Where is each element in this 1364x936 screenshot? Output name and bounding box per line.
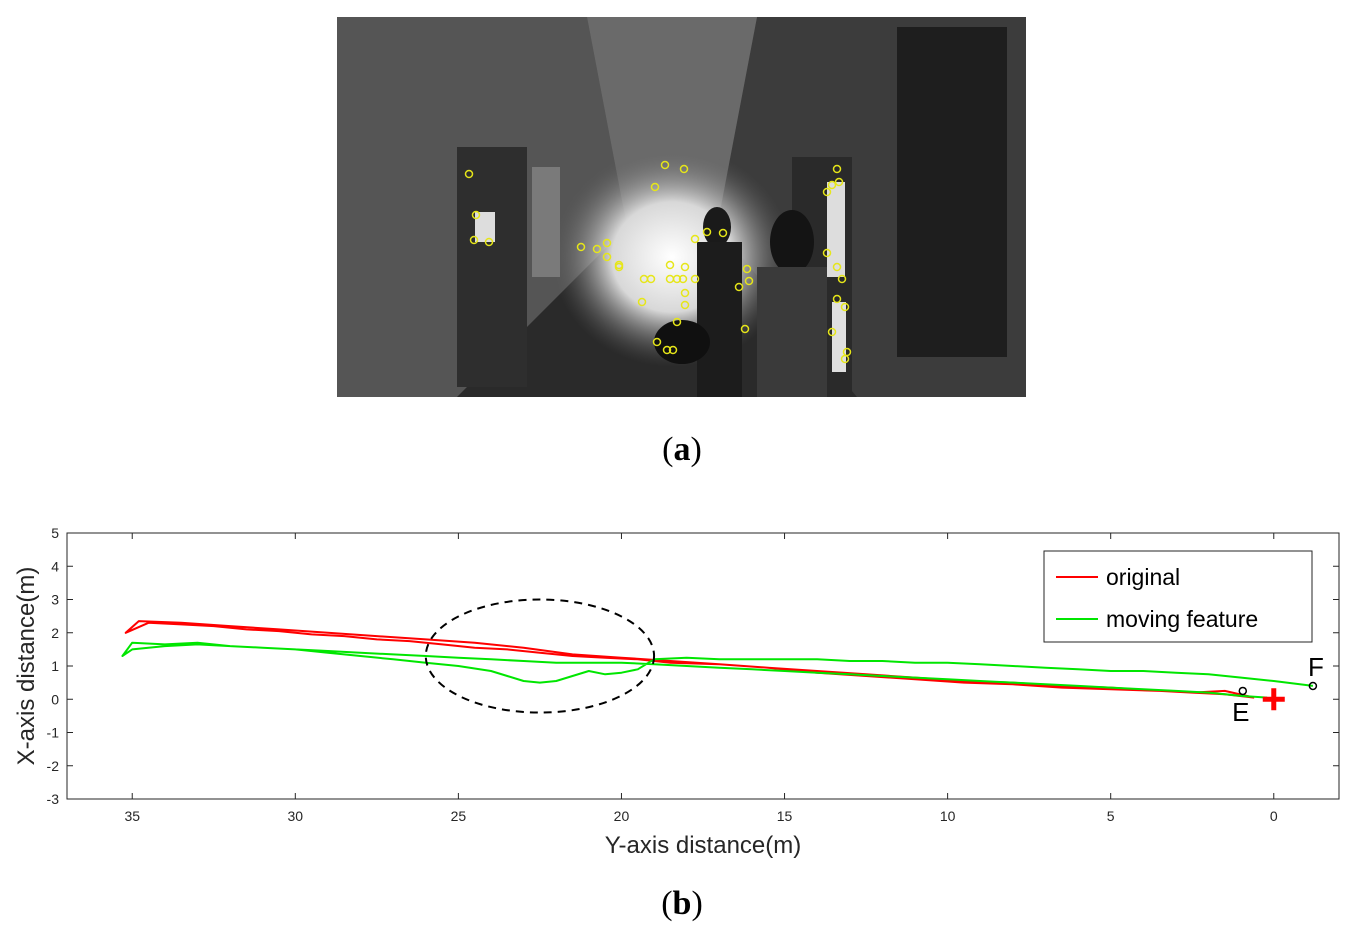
y-tick-label: 2 (51, 625, 59, 641)
marker-label-e: E (1232, 697, 1249, 727)
caption-a: (a) (662, 431, 702, 468)
x-tick-label: 20 (614, 808, 630, 824)
caption-b-letter: b (672, 885, 692, 922)
y-tick-label: 5 (51, 525, 59, 541)
legend: original moving feature (1043, 550, 1313, 643)
x-tick-label: 5 (1107, 808, 1115, 824)
x-tick-label: 0 (1270, 808, 1278, 824)
y-tick-label: 3 (51, 592, 59, 608)
y-axis-label: X-axis distance(m) (13, 567, 40, 766)
y-ticks: 5 4 3 2 1 0 -1 -2 -3 (47, 525, 1339, 807)
y-tick-label: 0 (51, 691, 59, 707)
feature-points (464, 160, 852, 364)
y-tick-label: 1 (51, 658, 59, 674)
legend-box (1043, 550, 1313, 643)
x-axis-label: Y-axis distance(m) (605, 832, 802, 859)
x-tick-label: 25 (451, 808, 467, 824)
y-tick-label: -2 (47, 758, 60, 774)
dashed-ellipse (424, 598, 656, 714)
series-lines (121, 620, 1314, 699)
x-tick-label: 35 (124, 808, 140, 824)
marker-e (1238, 686, 1248, 696)
y-tick-label: 4 (51, 558, 59, 574)
annotations: EF (424, 598, 1324, 727)
series-line-moving-feature (121, 641, 1314, 699)
y-tick-label: -1 (47, 725, 60, 741)
marker-label-f: F (1308, 652, 1324, 682)
x-tick-label: 10 (940, 808, 956, 824)
corridor-photo (337, 17, 1026, 397)
x-tick-label: 15 (777, 808, 793, 824)
legend-label-moving-feature: moving feature (1106, 606, 1258, 632)
marker-f (1308, 681, 1318, 691)
caption-a-letter: a (673, 431, 691, 468)
legend-label-original: original (1106, 564, 1180, 590)
x-tick-label: 30 (288, 808, 304, 824)
corridor-photo-svg (337, 17, 1026, 397)
x-ticks: 35 30 25 20 15 10 5 0 (124, 533, 1278, 824)
caption-b: (b) (661, 885, 703, 922)
y-tick-label: -3 (47, 791, 60, 807)
